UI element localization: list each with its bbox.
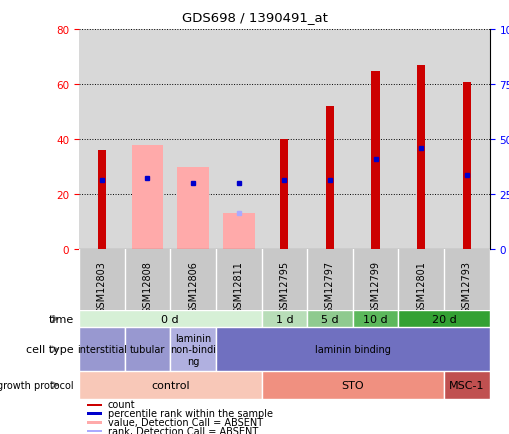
Text: time: time: [48, 314, 74, 324]
Bar: [398, 310, 489, 328]
Text: STO: STO: [341, 380, 363, 390]
Text: interstitial: interstitial: [77, 345, 127, 354]
Text: cell type: cell type: [26, 345, 74, 354]
Bar: [87, 404, 101, 406]
Text: laminin
non-bindi
ng: laminin non-bindi ng: [170, 333, 216, 366]
Bar: [416, 66, 425, 250]
Bar: [325, 107, 333, 250]
Bar: [124, 328, 170, 371]
Text: MSC-1: MSC-1: [448, 380, 484, 390]
Bar: [261, 371, 443, 399]
Bar: [371, 72, 379, 250]
Bar: [87, 412, 101, 415]
Text: count: count: [107, 400, 135, 409]
Text: percentile rank within the sample: percentile rank within the sample: [107, 408, 272, 418]
Bar: [87, 430, 101, 432]
Bar: [79, 310, 261, 328]
Bar: [443, 371, 489, 399]
Text: 20 d: 20 d: [431, 314, 456, 324]
Bar: [87, 421, 101, 424]
Text: control: control: [151, 380, 189, 390]
Bar: [279, 140, 288, 250]
Bar: [215, 328, 489, 371]
Text: 1 d: 1 d: [275, 314, 293, 324]
Text: laminin binding: laminin binding: [314, 345, 390, 354]
Bar: [306, 310, 352, 328]
Text: 0 d: 0 d: [161, 314, 179, 324]
Text: 5 d: 5 d: [321, 314, 338, 324]
Bar: [177, 168, 209, 250]
Text: rank, Detection Call = ABSENT: rank, Detection Call = ABSENT: [107, 426, 258, 434]
Bar: [98, 151, 106, 250]
Bar: [352, 310, 398, 328]
Text: growth protocol: growth protocol: [0, 380, 74, 390]
Bar: [462, 82, 470, 250]
Bar: [131, 145, 163, 250]
Text: value, Detection Call = ABSENT: value, Detection Call = ABSENT: [107, 417, 263, 427]
Bar: [170, 328, 215, 371]
Bar: [79, 371, 261, 399]
Text: 10 d: 10 d: [362, 314, 387, 324]
Bar: [222, 214, 254, 250]
Bar: [261, 310, 306, 328]
Text: GDS698 / 1390491_at: GDS698 / 1390491_at: [182, 11, 327, 24]
Bar: [79, 328, 124, 371]
Text: tubular: tubular: [129, 345, 165, 354]
